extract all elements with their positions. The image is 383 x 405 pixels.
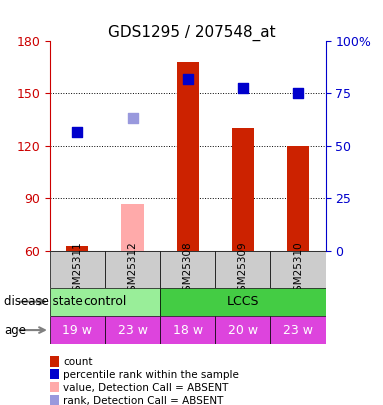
- Text: control: control: [83, 295, 127, 308]
- Text: GDS1295 / 207548_at: GDS1295 / 207548_at: [108, 24, 275, 40]
- FancyBboxPatch shape: [105, 316, 160, 344]
- FancyBboxPatch shape: [270, 251, 326, 288]
- Bar: [66, 246, 88, 251]
- FancyBboxPatch shape: [105, 251, 160, 288]
- Bar: [232, 128, 254, 251]
- FancyBboxPatch shape: [50, 251, 105, 288]
- Point: [295, 90, 301, 96]
- Point: [240, 85, 246, 91]
- FancyBboxPatch shape: [50, 316, 105, 344]
- FancyBboxPatch shape: [270, 316, 326, 344]
- FancyBboxPatch shape: [215, 251, 270, 288]
- Text: count: count: [63, 357, 93, 367]
- Bar: [121, 204, 144, 251]
- FancyBboxPatch shape: [50, 288, 160, 316]
- Text: GSM25312: GSM25312: [128, 241, 137, 298]
- Text: GSM25311: GSM25311: [72, 241, 82, 298]
- Text: percentile rank within the sample: percentile rank within the sample: [63, 370, 239, 379]
- Text: age: age: [4, 324, 26, 337]
- Point: [129, 115, 136, 121]
- Point: [74, 128, 80, 135]
- Text: 19 w: 19 w: [62, 324, 92, 337]
- Text: 18 w: 18 w: [173, 324, 203, 337]
- Text: GSM25308: GSM25308: [183, 241, 193, 298]
- Bar: [177, 62, 199, 251]
- FancyBboxPatch shape: [160, 251, 215, 288]
- Point: [185, 76, 191, 82]
- Text: GSM25310: GSM25310: [293, 241, 303, 298]
- FancyBboxPatch shape: [160, 316, 215, 344]
- FancyBboxPatch shape: [160, 288, 326, 316]
- Text: 23 w: 23 w: [118, 324, 147, 337]
- Text: 23 w: 23 w: [283, 324, 313, 337]
- Text: LCCS: LCCS: [227, 295, 259, 308]
- Text: disease state: disease state: [4, 295, 83, 308]
- Text: rank, Detection Call = ABSENT: rank, Detection Call = ABSENT: [63, 396, 224, 405]
- FancyBboxPatch shape: [215, 316, 270, 344]
- Bar: [287, 146, 309, 251]
- Text: GSM25309: GSM25309: [238, 241, 248, 298]
- Text: 20 w: 20 w: [228, 324, 258, 337]
- Text: value, Detection Call = ABSENT: value, Detection Call = ABSENT: [63, 383, 229, 392]
